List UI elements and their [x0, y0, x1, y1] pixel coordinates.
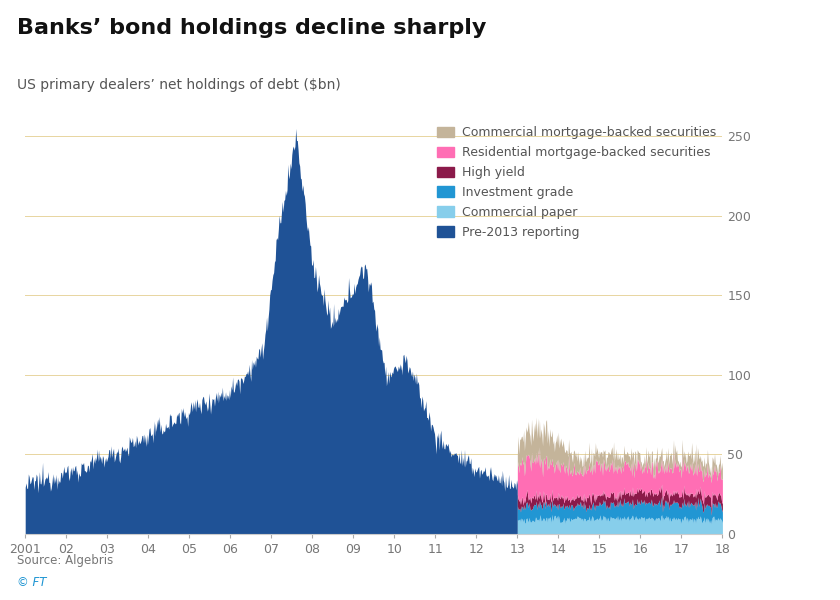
Text: US primary dealers’ net holdings of debt ($bn): US primary dealers’ net holdings of debt… [17, 78, 340, 92]
Legend: Commercial mortgage-backed securities, Residential mortgage-backed securities, H: Commercial mortgage-backed securities, R… [437, 126, 717, 239]
Text: © FT: © FT [17, 576, 46, 589]
Text: Source: Algebris: Source: Algebris [17, 554, 113, 567]
Text: Banks’ bond holdings decline sharply: Banks’ bond holdings decline sharply [17, 18, 486, 38]
